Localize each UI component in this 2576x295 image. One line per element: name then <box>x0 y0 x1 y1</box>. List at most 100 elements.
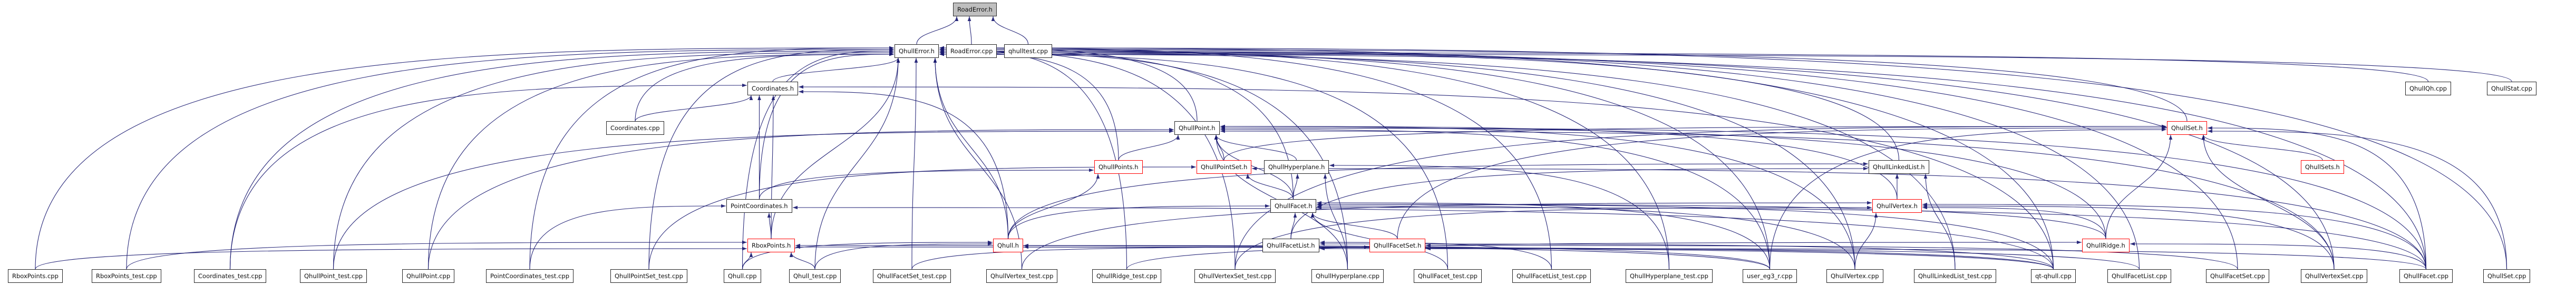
graph-node-qhullfacet_cpp[interactable]: QhullFacet.cpp <box>2399 269 2453 283</box>
graph-node-coordinates_cpp[interactable]: Coordinates.cpp <box>606 121 664 135</box>
include-edge <box>939 47 2188 122</box>
include-edge <box>1323 173 1348 270</box>
include-edge <box>939 46 1198 122</box>
include-edge <box>939 49 1236 270</box>
graph-node-qhullfacetset_cpp[interactable]: QhullFacetSet.cpp <box>2206 269 2269 283</box>
graph-node-qhullfacetset_h[interactable]: QhullFacetSet.h <box>1369 239 1426 252</box>
include-edge <box>1316 205 2427 270</box>
include-edge <box>427 127 1174 270</box>
graph-node-qhullpoint_cpp[interactable]: QhullPoint.cpp <box>402 269 455 283</box>
graph-node-qhullsets_h[interactable]: QhullSets.h <box>2301 160 2344 174</box>
include-edge <box>1220 126 2106 239</box>
graph-node-rboxpoints_cpp[interactable]: RboxPoints.cpp <box>8 269 63 283</box>
include-edge <box>939 49 1771 270</box>
graph-node-coordinates_h[interactable]: Coordinates.h <box>747 82 798 95</box>
include-edge <box>1316 201 1771 270</box>
graph-node-pointcoordinates_h[interactable]: PointCoordinates.h <box>726 199 792 213</box>
include-edge <box>792 205 2054 270</box>
graph-node-qhullfacetset_test_cpp[interactable]: QhullFacetSet_test.cpp <box>873 269 951 283</box>
include-edge <box>648 165 1197 270</box>
include-edge <box>2201 134 2323 161</box>
include-edge <box>1223 124 2167 161</box>
include-edge <box>1021 201 1872 270</box>
include-edge <box>1007 204 1270 239</box>
graph-node-qhullqh_cpp[interactable]: QhullQh.cpp <box>2405 82 2451 95</box>
graph-node-qhull_h[interactable]: Qhull.h <box>993 239 1023 252</box>
include-edge <box>1310 212 1398 239</box>
include-edge <box>35 247 747 270</box>
include-edge <box>939 51 2335 270</box>
include-edge <box>1246 173 1294 200</box>
include-edge <box>1234 124 2167 270</box>
graph-node-qhullset_h[interactable]: QhullSet.h <box>2167 121 2207 135</box>
include-edge <box>789 252 815 270</box>
graph-node-qhullhyperplane_h[interactable]: QhullHyperplane.h <box>1264 160 1329 174</box>
include-edge <box>814 57 900 270</box>
graph-node-qhullpoint_test_cpp[interactable]: QhullPoint_test.cpp <box>300 269 367 283</box>
graph-node-qhullfacetlist_h[interactable]: QhullFacetList.h <box>1262 239 1319 252</box>
graph-node-qt_qhull_cpp[interactable]: qt-qhull.cpp <box>2031 269 2076 283</box>
graph-node-qhulllinkedlist_test_cpp[interactable]: QhullLinkedList_test.cpp <box>1914 269 1997 283</box>
graph-node-qhullfacet_test_cpp[interactable]: QhullFacet_test.cpp <box>1414 269 1482 283</box>
graph-node-qhullpointset_test_cpp[interactable]: QhullPointSet_test.cpp <box>610 269 687 283</box>
include-edge <box>126 47 895 270</box>
graph-node-qhullfacetlist_test_cpp[interactable]: QhullFacetList_test.cpp <box>1512 269 1591 283</box>
include-edge <box>939 47 2140 270</box>
include-edge <box>1214 134 1224 161</box>
graph-node-qhullfacet_h[interactable]: QhullFacet.h <box>1270 199 1317 213</box>
include-edge <box>939 51 1855 270</box>
include-edge <box>1251 166 2427 270</box>
include-edge <box>1319 242 2054 270</box>
include-edge <box>759 168 1094 200</box>
graph-node-qhullpoint_h[interactable]: QhullPoint.h <box>1174 121 1220 135</box>
include-edge <box>1118 134 1180 161</box>
include-edge <box>742 252 753 270</box>
graph-node-qhullstat_cpp[interactable]: QhullStat.cpp <box>2487 82 2536 95</box>
graph-node-qhull_cpp[interactable]: Qhull.cpp <box>724 269 761 283</box>
graph-node-qhullvertexset_test_cpp[interactable]: QhullVertexSet_test.cpp <box>1194 269 1276 283</box>
graph-node-qhulllinkedlist_h[interactable]: QhullLinkedList.h <box>1869 160 1929 174</box>
graph-node-rboxpoints_h[interactable]: RboxPoints.h <box>747 239 795 252</box>
include-edge <box>1425 247 2427 270</box>
graph-node-qhullpoints_h[interactable]: QhullPoints.h <box>1094 160 1143 174</box>
graph-node-qhullvertex_test_cpp[interactable]: QhullVertex_test.cpp <box>986 269 1058 283</box>
include-edge <box>742 49 895 270</box>
graph-node-rboxpoints_test_cpp[interactable]: RboxPoints_test.cpp <box>92 269 161 283</box>
graph-node-qhullhyperplane_test_cpp[interactable]: QhullHyperplane_test.cpp <box>1626 269 1713 283</box>
include-edge <box>798 90 1009 239</box>
include-edge <box>767 212 772 239</box>
include-edge <box>1290 212 1297 239</box>
graph-node-qhullvertexset_cpp[interactable]: QhullVertexSet.cpp <box>2301 269 2368 283</box>
include-edge <box>333 51 895 270</box>
graph-node-qhull_test_cpp[interactable]: Qhull_test.cpp <box>789 269 841 283</box>
graph-node-qhullridge_h[interactable]: QhullRidge.h <box>2082 239 2130 252</box>
include-edge <box>1220 127 1771 270</box>
graph-node-qhullvertex_cpp[interactable]: QhullVertex.cpp <box>1826 269 1883 283</box>
graph-node-qhullvertex_h[interactable]: QhullVertex.h <box>1872 199 1922 213</box>
include-edge <box>1922 202 2427 270</box>
include-edge <box>1425 243 2238 270</box>
include-edge <box>916 16 959 45</box>
graph-node-coordinates_test_cpp[interactable]: Coordinates_test.cpp <box>194 269 267 283</box>
graph-node-qhullridge_test_cpp[interactable]: QhullRidge_test.cpp <box>1092 269 1162 283</box>
graph-node-qhullfacetlist_cpp[interactable]: QhullFacetList.cpp <box>2107 269 2172 283</box>
include-edge <box>771 95 775 239</box>
include-edge <box>1769 127 2167 270</box>
graph-node-qhullset_cpp[interactable]: QhullSet.cpp <box>2483 269 2531 283</box>
include-edge <box>1316 202 2054 270</box>
include-edge <box>798 85 2054 270</box>
include-edge <box>229 49 895 270</box>
include-edge <box>1329 163 1670 270</box>
include-edge <box>1220 126 2427 270</box>
graph-node-qhulltest_cpp[interactable]: qhulltest.cpp <box>1004 44 1052 58</box>
graph-node-user_eg3_r_cpp[interactable]: user_eg3_r.cpp <box>1743 269 1797 283</box>
graph-node-pointcoordinates_test_cpp[interactable]: PointCoordinates_test.cpp <box>486 269 573 283</box>
graph-node-qhullpointset_h[interactable]: QhullPointSet.h <box>1197 160 1252 174</box>
graph-node-qhullerror_h[interactable]: QhullError.h <box>895 44 939 58</box>
include-edge <box>635 95 753 122</box>
graph-node-roaderror_cpp[interactable]: RoadError.cpp <box>946 44 997 58</box>
graph-node-roaderror_h[interactable]: RoadError.h <box>953 3 997 16</box>
graph-node-qhullhyperplane_cpp[interactable]: QhullHyperplane.cpp <box>1311 269 1384 283</box>
